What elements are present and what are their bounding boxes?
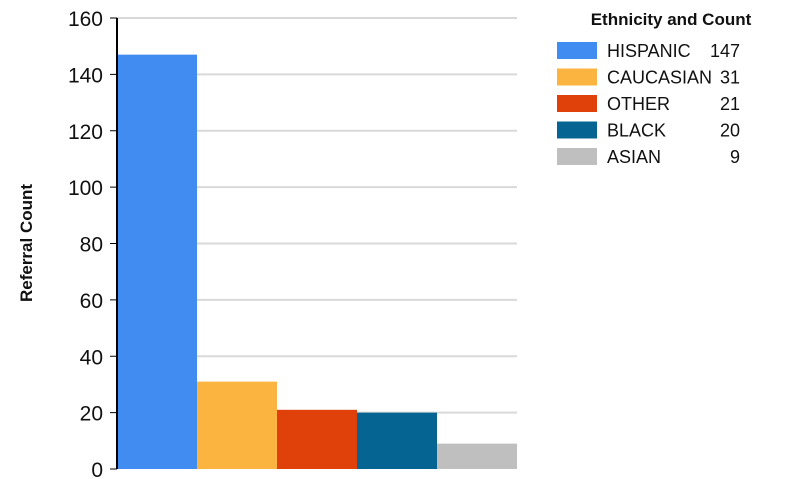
legend-count: 9 [730, 147, 740, 167]
legend-items: HISPANIC 147 CAUCASIAN 31 OTHER 21 BLACK 20 ASIA… [557, 41, 740, 167]
bar-other [277, 409, 357, 469]
legend-item: ASIAN 9 [557, 147, 740, 167]
legend-label: ASIAN [607, 147, 661, 167]
y-tick-label: 80 [80, 234, 103, 257]
y-tick-label: 0 [91, 459, 103, 479]
bar-hispanic [117, 54, 197, 470]
legend-item: HISPANIC 147 [557, 41, 740, 61]
legend-label: HISPANIC [607, 41, 691, 61]
legend-swatch [557, 148, 597, 165]
y-tick-label: 160 [68, 8, 103, 31]
y-tick-label: 100 [68, 177, 103, 200]
legend-swatch [557, 121, 597, 139]
y-tick-label: 140 [68, 64, 103, 87]
y-tick-label: 120 [68, 121, 103, 144]
legend-item: CAUCASIAN 31 [557, 68, 740, 88]
legend-label: BLACK [607, 121, 666, 141]
bar-caucasian [197, 381, 277, 469]
y-axis-title: Referral Count [17, 184, 36, 302]
bar-black [357, 412, 437, 469]
legend-count: 20 [720, 121, 740, 141]
y-tick-label: 40 [80, 346, 103, 369]
legend-swatch [557, 68, 597, 86]
legend-swatch [557, 95, 597, 112]
legend-swatch [557, 42, 597, 59]
y-tick-label: 20 [80, 403, 103, 426]
legend-count: 21 [720, 94, 740, 114]
legend-label: CAUCASIAN [607, 68, 712, 88]
bar-asian [437, 443, 517, 469]
legend: Ethnicity and Count HISPANIC 147 CAUCASIAN… [557, 10, 752, 167]
legend-item: BLACK 20 [557, 121, 740, 141]
legend-count: 31 [720, 68, 740, 88]
y-tick-label: 60 [80, 290, 103, 313]
y-axis-ticks: 0 20 40 60 80 100 120 140 160 [68, 8, 117, 479]
bars [117, 54, 517, 470]
legend-title: Ethnicity and Count [591, 10, 752, 29]
legend-count: 147 [710, 41, 740, 61]
legend-label: OTHER [607, 94, 670, 114]
legend-item: OTHER 21 [557, 94, 740, 114]
